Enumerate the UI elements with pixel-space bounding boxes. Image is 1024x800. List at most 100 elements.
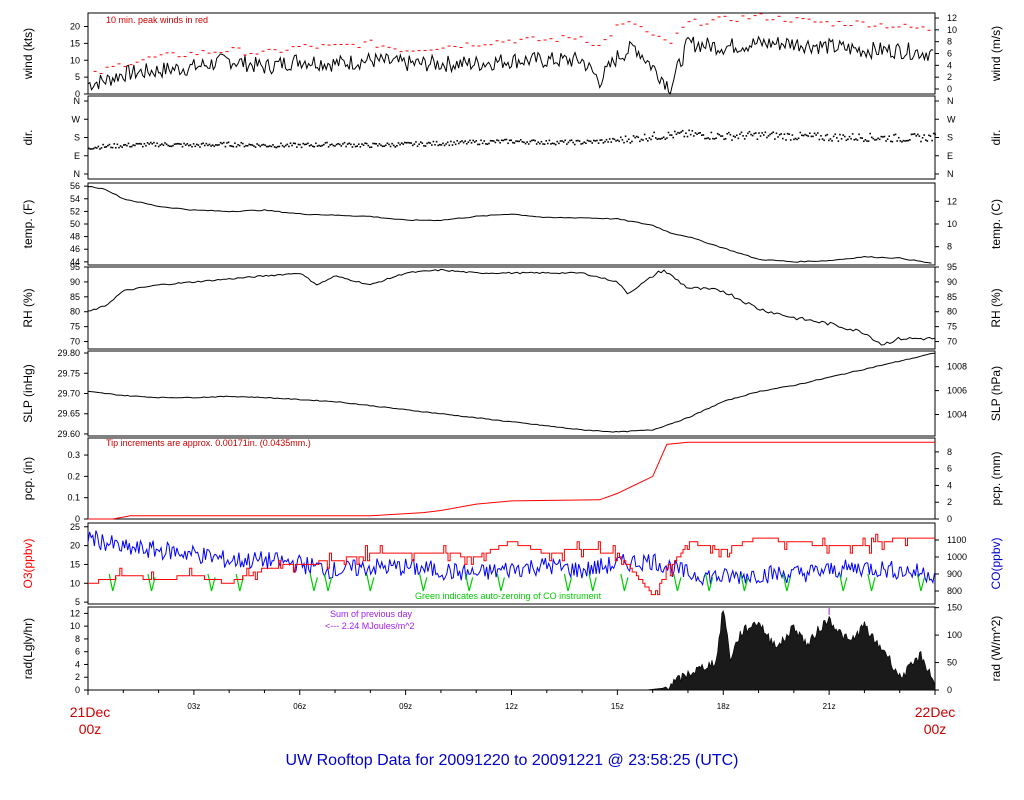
dir-point — [426, 142, 428, 145]
dir-point — [240, 141, 243, 144]
dir-point — [146, 142, 149, 144]
dir-point — [896, 140, 898, 142]
dir-point — [516, 140, 519, 143]
ytick-label-7-4: 8 — [75, 634, 80, 644]
dir-point — [826, 133, 829, 136]
co-zero-dip — [323, 573, 333, 592]
dir-point — [678, 132, 681, 134]
dir-point — [369, 146, 371, 149]
dir-point — [154, 145, 157, 147]
dir-point — [573, 143, 576, 146]
dir-point — [405, 142, 408, 144]
rad-y2tick-label-3: 150 — [947, 603, 962, 613]
dir-point — [286, 143, 289, 146]
dir-point — [696, 133, 698, 136]
dir-point — [878, 138, 881, 141]
ylabel2-0: wind (m/s) — [989, 26, 1003, 82]
dir-point — [534, 139, 536, 142]
panel-frame-0 — [87, 12, 936, 95]
dir-point — [337, 142, 339, 145]
dir-point — [585, 142, 587, 145]
rh-y2tick-label-0: 70 — [947, 337, 957, 347]
dir-ytick-label-3: W — [72, 114, 81, 124]
dir-point — [863, 140, 865, 143]
dir-point — [211, 144, 214, 146]
rad-annotation-1: Sum of previous day — [330, 609, 413, 619]
dir-point — [764, 131, 767, 134]
dir-point — [596, 139, 598, 142]
y2tick-label-0-6: 12 — [947, 13, 957, 23]
dir-point — [702, 134, 705, 136]
dir-point — [118, 146, 120, 149]
pcp-y2tick-label-4: 8 — [947, 447, 952, 457]
co-zero-dip — [465, 573, 474, 592]
dir-point — [839, 133, 841, 136]
dir-point — [97, 145, 100, 148]
dir-point — [505, 138, 508, 141]
xtick-label-06z: 06z — [293, 702, 306, 711]
dir-point — [172, 144, 174, 147]
dir-point — [458, 142, 460, 145]
y2tick-label-0-0: 0 — [947, 84, 952, 94]
dir-point — [186, 143, 189, 145]
dir-point — [643, 133, 646, 136]
dir-point — [670, 134, 673, 136]
dir-point — [380, 144, 382, 147]
dir-point — [570, 139, 573, 142]
dir-point — [105, 146, 108, 148]
dir-point — [588, 140, 590, 142]
dir-point — [546, 142, 549, 145]
end-time: 00z — [923, 721, 947, 737]
dir-point — [275, 146, 277, 149]
co-zero-dip — [673, 573, 682, 592]
dir-point — [667, 131, 670, 134]
dir-point — [626, 140, 628, 143]
dir-point — [770, 132, 773, 135]
ytick-label-5-1: 0.1 — [67, 493, 80, 503]
co-y2tick-label-2: 1000 — [947, 552, 967, 562]
dir-point — [261, 144, 263, 146]
xtick-label-15z: 15z — [611, 702, 624, 711]
start-time: 00z — [78, 721, 102, 737]
dir-point — [807, 135, 810, 137]
dir-point — [762, 134, 765, 136]
dir-point — [388, 143, 390, 146]
dir-point — [507, 142, 509, 145]
dir-point — [513, 142, 516, 144]
dir-point — [834, 133, 837, 136]
dir-point — [345, 145, 347, 148]
dir-point — [462, 141, 465, 144]
dir-point — [613, 138, 616, 141]
dir-point — [289, 142, 292, 145]
rh-y2tick-label-3: 85 — [947, 292, 957, 302]
dir-point — [315, 142, 317, 145]
dir-point — [662, 136, 665, 138]
dir-point — [897, 136, 900, 139]
dir-point — [151, 142, 154, 145]
dir-point — [500, 139, 503, 142]
dir-point — [392, 144, 395, 147]
dir-point — [207, 144, 209, 147]
dir-ytick-label-1: E — [74, 151, 80, 161]
dir-point — [156, 142, 158, 145]
dir-point — [504, 138, 506, 141]
ylabel-0: wind (kts) — [21, 28, 35, 80]
ytick-label-0-1: 5 — [75, 72, 80, 82]
ytick-label-6-3: 20 — [70, 541, 80, 551]
dir-point — [373, 142, 376, 145]
dir-point — [894, 133, 897, 136]
dir-point — [126, 144, 128, 147]
dir-point — [396, 144, 398, 147]
dir-point — [238, 144, 241, 147]
dir-point — [332, 144, 335, 147]
dir-point — [645, 138, 648, 140]
dir-point — [280, 142, 282, 145]
dir-point — [886, 138, 889, 140]
dir-point — [624, 135, 627, 138]
dir-point — [399, 143, 401, 146]
ytick-label-4-2: 29.70 — [57, 389, 80, 399]
dir-point — [726, 133, 729, 135]
temp-y2tick-label-2: 12 — [947, 196, 957, 206]
dir-point — [416, 145, 419, 148]
dir-ytick-label-2: S — [74, 133, 80, 143]
